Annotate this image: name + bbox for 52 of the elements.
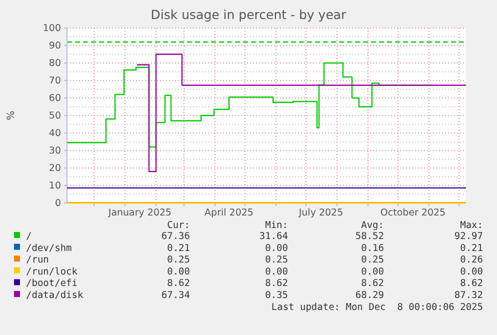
text: 58.52 (355, 231, 384, 242)
legend-label: /run (26, 254, 49, 266)
y-tick-label: 100 (42, 23, 61, 34)
y-tick-label: 70 (48, 76, 61, 87)
x-tick-label: January 2025 (107, 208, 172, 219)
text: Min: (265, 220, 288, 231)
y-tick-label: 80 (48, 58, 61, 70)
legend-label: /data/disk (26, 290, 84, 301)
text: 0.00 (265, 242, 288, 254)
y-tick-label: 30 (48, 146, 61, 157)
text: 8.62 (460, 278, 483, 290)
text: 0.21 (167, 242, 190, 254)
y-tick-label: 10 (48, 180, 61, 192)
text: Cur: (167, 220, 190, 231)
y-tick-label: 20 (48, 163, 61, 174)
text: 0.25 (167, 254, 190, 266)
text: 67.34 (161, 290, 190, 301)
text: Avg: (361, 220, 384, 231)
text: 0.25 (265, 254, 288, 266)
text: 0.21 (460, 242, 484, 254)
text: 0.00 (361, 266, 384, 278)
text: 8.62 (361, 278, 384, 290)
text: 0.16 (361, 242, 384, 254)
text: 68.29 (355, 290, 384, 301)
text: 0.25 (361, 254, 384, 266)
text: Max: (460, 220, 483, 231)
text: 0.00 (167, 266, 190, 278)
text: 0.00 (460, 266, 484, 278)
text: 0.00 (265, 266, 288, 278)
x-tick-label: July 2025 (298, 208, 344, 219)
text: 0.35 (265, 290, 288, 301)
chart-title: Disk usage in percent - by year (150, 7, 348, 22)
y-tick-label: 0 (54, 198, 61, 210)
legend-label: /dev/shm (26, 242, 72, 254)
x-tick-label: October 2025 (380, 208, 446, 219)
text: 8.62 (265, 278, 288, 290)
legend-label: / (26, 231, 32, 242)
text: 8.62 (167, 278, 190, 290)
text: 0.26 (460, 254, 484, 266)
x-tick-label: April 2025 (204, 208, 254, 219)
y-tick-label: 50 (48, 110, 61, 122)
y-axis-title: % (6, 110, 17, 120)
legend-label: /boot/efi (26, 278, 78, 290)
text: Last update: Mon Dec 8 00:00:06 2025 (271, 302, 483, 313)
text: 87.32 (454, 290, 483, 301)
y-tick-label: 90 (48, 40, 61, 52)
text: 92.97 (454, 231, 483, 242)
y-tick-label: 40 (48, 128, 61, 140)
legend-label: /run/lock (26, 266, 78, 278)
text: 67.36 (161, 231, 190, 242)
y-tick-label: 60 (48, 93, 61, 104)
text: 31.64 (259, 231, 288, 242)
